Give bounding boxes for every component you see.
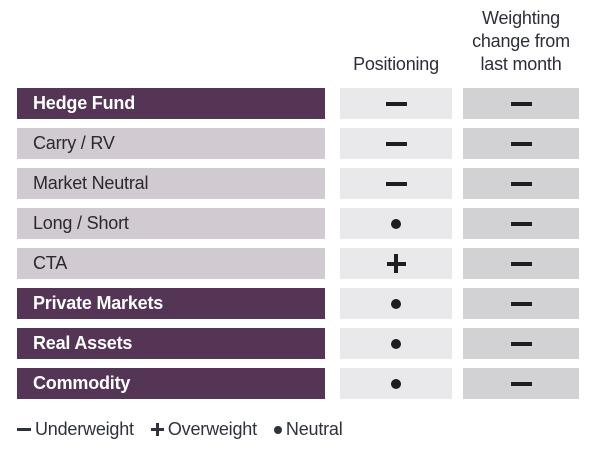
weighting-change-symbol-icon [510, 141, 532, 146]
weighting-change-symbol-icon [510, 261, 532, 266]
weighting-change-cell [463, 248, 579, 279]
row-label-long-short: Long / Short [17, 208, 325, 239]
weighting-change-cell [463, 208, 579, 239]
weighting-change-symbol-icon [510, 181, 532, 186]
positioning-cell [340, 88, 452, 119]
row-label-cta: CTA [17, 248, 325, 279]
table-row: Commodity [17, 368, 579, 399]
positioning-cell [340, 168, 452, 199]
column-header-positioning: Positioning [353, 54, 439, 74]
legend: Underweight Overweight Neutral [17, 419, 343, 440]
weighting-change-cell [463, 128, 579, 159]
positioning-symbol-icon [391, 218, 401, 229]
row-label-carry-rv: Carry / RV [17, 128, 325, 159]
weighting-change-symbol-icon [510, 101, 532, 106]
weighting-change-symbol-icon [510, 381, 532, 386]
weighting-change-symbol-icon [510, 221, 532, 226]
row-label-real-assets: Real Assets [17, 328, 325, 359]
table-row: Private Markets [17, 288, 579, 319]
positioning-cell [340, 328, 452, 359]
weighting-change-cell [463, 288, 579, 319]
weighting-change-symbol-icon [510, 341, 532, 346]
table-row: Carry / RV [17, 128, 579, 159]
table-row: CTA [17, 248, 579, 279]
column-headers: Positioning Weighting change from last m… [340, 0, 579, 78]
table-row: Hedge Fund [17, 88, 579, 119]
column-header-weighting-change: Weighting change from last month [472, 8, 570, 74]
positioning-cell [340, 128, 452, 159]
table-row: Long / Short [17, 208, 579, 239]
row-label-private-markets: Private Markets [17, 288, 325, 319]
neutral-bullet-icon [273, 425, 282, 434]
positioning-cell [340, 248, 452, 279]
positioning-cell [340, 368, 452, 399]
positioning-cell [340, 288, 452, 319]
legend-label: Neutral [285, 419, 343, 439]
positioning-symbol-icon [391, 378, 401, 389]
legend-item-neutral: Neutral [273, 419, 343, 440]
weighting-change-cell [463, 88, 579, 119]
legend-item-overweight: Overweight [150, 419, 257, 440]
positioning-cell [340, 208, 452, 239]
row-label-commodity: Commodity [17, 368, 325, 399]
weighting-change-cell [463, 168, 579, 199]
positioning-symbol-icon [391, 298, 401, 309]
row-label-market-neutral: Market Neutral [17, 168, 325, 199]
positioning-symbol-icon [385, 141, 407, 146]
positioning-symbol-icon [386, 254, 406, 273]
positioning-symbol-icon [385, 181, 407, 186]
table-body: Hedge Fund Carry / RV Market Neutral [17, 88, 579, 399]
row-label-hedge-fund: Hedge Fund [17, 88, 325, 119]
legend-label: Overweight [167, 419, 257, 439]
positioning-symbol-icon [385, 101, 407, 106]
legend-item-underweight: Underweight [17, 419, 134, 440]
table-row: Market Neutral [17, 168, 579, 199]
table-row: Real Assets [17, 328, 579, 359]
positioning-symbol-icon [391, 338, 401, 349]
weighting-change-symbol-icon [510, 301, 532, 306]
overweight-plus-icon [150, 423, 164, 436]
underweight-minus-icon [17, 428, 31, 431]
legend-label: Underweight [35, 419, 134, 439]
weighting-change-cell [463, 328, 579, 359]
weighting-change-cell [463, 368, 579, 399]
